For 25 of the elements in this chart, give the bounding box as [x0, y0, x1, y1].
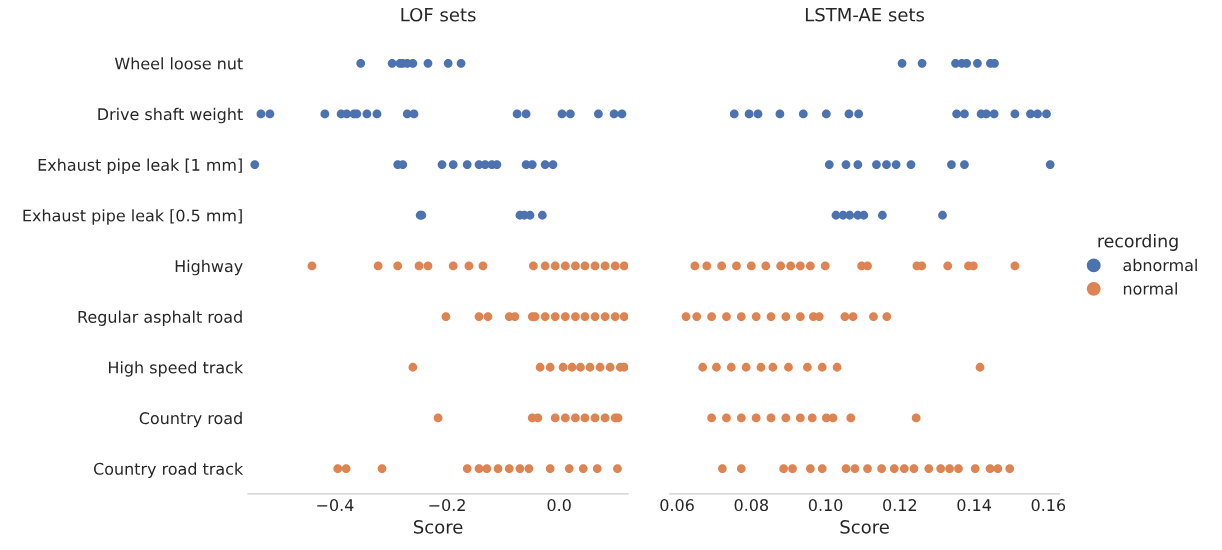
y-tick-label: Drive shaft weight [98, 107, 243, 124]
x-tick-label: 0.0 [547, 499, 571, 512]
y-tick-label: Country road track [93, 462, 244, 478]
y-tick-label: Regular asphalt road [78, 310, 242, 326]
x-tick-label: 0.08 [734, 499, 769, 512]
chart-title: LOF sets [401, 7, 476, 22]
x-tick-label: −0.2 [429, 499, 465, 512]
y-tick-label: High speed track [109, 361, 244, 377]
y-tick-label: Highway [175, 259, 243, 276]
legend-label: normal [1123, 282, 1177, 295]
x-tick-label: 0.06 [660, 499, 694, 512]
x-axis-title: Score [840, 520, 889, 534]
x-axis-title: Score [414, 520, 463, 534]
y-tick-label: Wheel loose nut [114, 57, 243, 70]
x-tick-label: 0.12 [883, 499, 917, 512]
legend-title: recording [1098, 234, 1178, 251]
x-tick-label: −0.4 [317, 499, 354, 512]
x-tick-label: 0.14 [957, 499, 991, 512]
x-tick-label: 0.10 [808, 499, 843, 512]
x-tick-label: 0.16 [1031, 499, 1066, 512]
y-tick-label: Exhaust pipe leak [1 mm] [38, 158, 242, 174]
y-tick-label: Exhaust pipe leak [0.5 mm] [23, 209, 242, 225]
chart-title: LSTM-AE sets [805, 7, 925, 22]
y-tick-label: Country road [139, 411, 242, 428]
legend-label: abnormal [1123, 258, 1197, 272]
